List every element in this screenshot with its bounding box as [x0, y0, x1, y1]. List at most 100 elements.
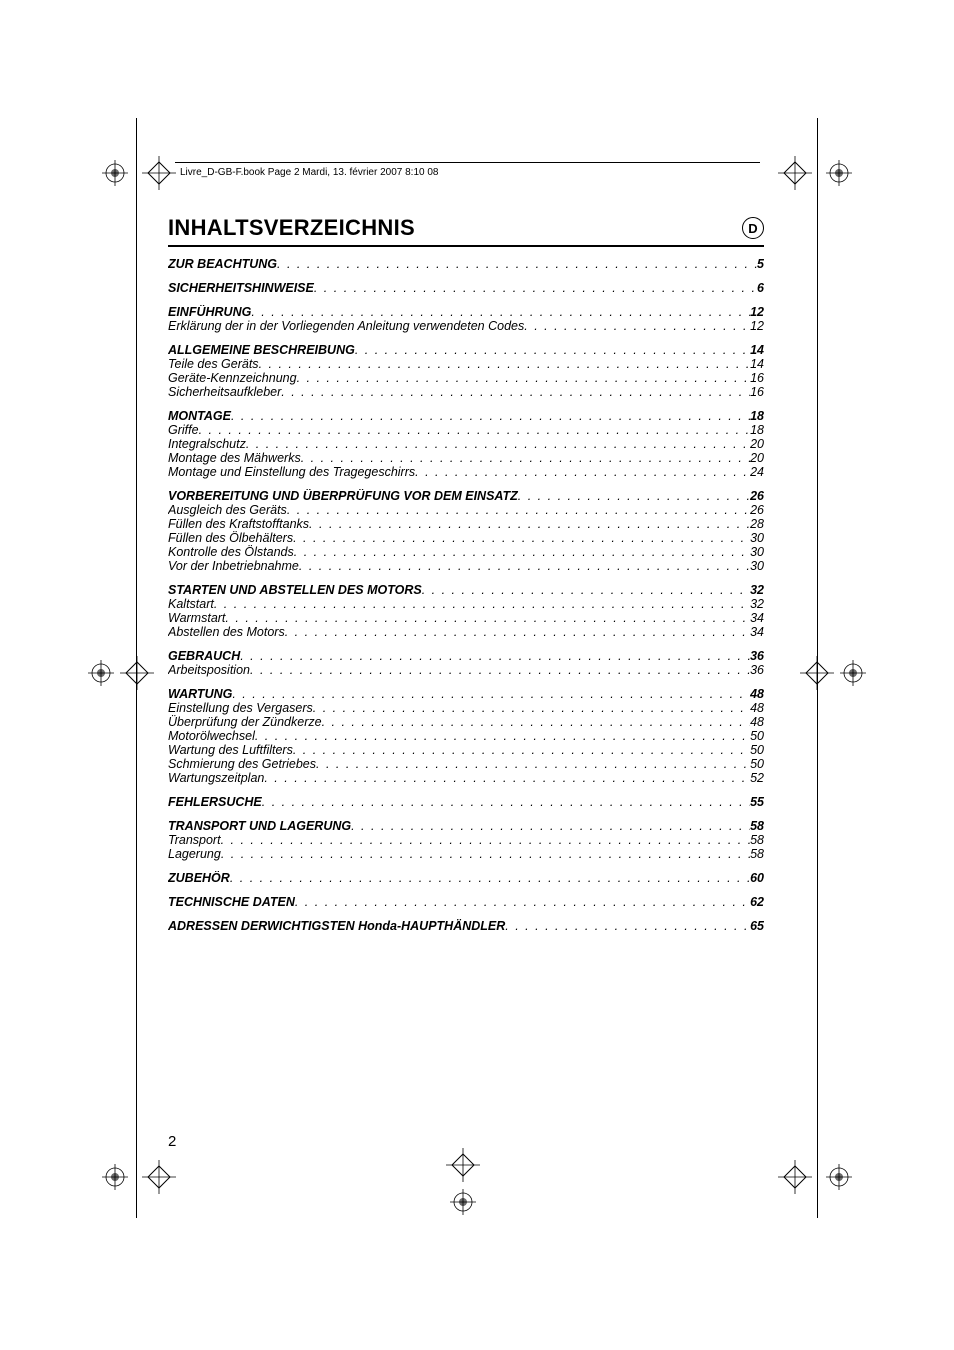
toc-sub-page: 28 [750, 517, 764, 531]
table-of-contents: ZUR BEACHTUNG5 SICHERHEITSHINWEISE6 EINFÜH… [168, 257, 764, 933]
toc-heading-row: SICHERHEITSHINWEISE6 [168, 281, 764, 295]
toc-sub-row: Wartungszeitplan52 [168, 771, 764, 785]
toc-sub-page: 36 [750, 663, 764, 677]
toc-leader-dots [251, 305, 750, 319]
toc-leader-dots [313, 701, 750, 715]
toc-leader-dots [297, 371, 751, 385]
toc-sub-row: Vor der Inbetriebnahme30 [168, 559, 764, 573]
toc-heading-row: STARTEN UND ABSTELLEN DES MOTORS32 [168, 583, 764, 597]
toc-heading-row: TECHNISCHE DATEN62 [168, 895, 764, 909]
crop-line [136, 118, 137, 1218]
toc-heading-page: 32 [750, 583, 764, 597]
toc-heading-label: ALLGEMEINE BESCHREIBUNG [168, 343, 355, 357]
toc-sub-row: Motorölwechsel50 [168, 729, 764, 743]
toc-leader-dots [505, 919, 750, 933]
toc-sub-page: 20 [750, 451, 764, 465]
toc-sub-row: Montage des Mähwerks20 [168, 451, 764, 465]
toc-heading-page: 60 [750, 871, 764, 885]
toc-sub-label: Abstellen des Motors [168, 625, 285, 639]
toc-leader-dots [277, 257, 757, 271]
toc-section: MONTAGE18Griffe18Integralschutz20Montage… [168, 409, 764, 479]
toc-sub-label: Füllen des Kraftstofftanks [168, 517, 309, 531]
toc-sub-page: 26 [750, 503, 764, 517]
toc-sub-label: Erklärung der in der Vorliegenden Anleit… [168, 319, 524, 333]
crop-diamond-icon [142, 1160, 176, 1194]
registration-mark-icon [826, 160, 852, 186]
toc-leader-dots [230, 871, 750, 885]
toc-leader-dots [293, 743, 750, 757]
toc-sub-row: Teile des Geräts14 [168, 357, 764, 371]
toc-sub-label: Kaltstart [168, 597, 214, 611]
toc-leader-dots [221, 847, 750, 861]
toc-sub-page: 48 [750, 715, 764, 729]
toc-section: GEBRAUCH 36 Arbeitsposition 36 [168, 649, 764, 677]
toc-heading-row: VORBEREITUNG UND ÜBERPRÜFUNG VOR DEM EIN… [168, 489, 764, 503]
crop-diamond-icon [446, 1148, 480, 1182]
toc-leader-dots [295, 895, 750, 909]
toc-sub-label: Vor der Inbetriebnahme [168, 559, 299, 573]
toc-sub-row: Sicherheitsaufkleber 16 [168, 385, 764, 399]
toc-section: ADRESSEN DERWICHTIGSTEN Honda-HAUPTHÄNDL… [168, 919, 764, 933]
registration-mark-icon [102, 160, 128, 186]
toc-leader-dots [301, 451, 750, 465]
toc-section: STARTEN UND ABSTELLEN DES MOTORS32Kaltst… [168, 583, 764, 639]
toc-leader-dots [225, 611, 750, 625]
toc-sub-page: 58 [750, 847, 764, 861]
toc-sub-row: Montage und Einstellung des Tragegeschir… [168, 465, 764, 479]
toc-sub-label: Montage und Einstellung des Tragegeschir… [168, 465, 415, 479]
toc-section: ZUR BEACHTUNG5 [168, 257, 764, 271]
toc-sub-label: Integralschutz [168, 437, 246, 451]
toc-sub-row: Warmstart34 [168, 611, 764, 625]
toc-sub-label: Schmierung des Getriebes [168, 757, 316, 771]
toc-sub-label: Arbeitsposition [168, 663, 250, 677]
toc-sub-label: Transport [168, 833, 221, 847]
toc-leader-dots [355, 343, 750, 357]
toc-heading-row: MONTAGE 18 [168, 409, 764, 423]
toc-leader-dots [281, 385, 750, 399]
toc-sub-page: 30 [750, 531, 764, 545]
toc-sub-label: Sicherheitsaufkleber [168, 385, 281, 399]
toc-leader-dots [299, 559, 750, 573]
toc-heading-row: TRANSPORT UND LAGERUNG58 [168, 819, 764, 833]
toc-heading-page: 62 [750, 895, 764, 909]
toc-leader-dots [262, 795, 750, 809]
toc-leader-dots [293, 531, 750, 545]
toc-sub-label: Geräte-Kennzeichnung [168, 371, 297, 385]
toc-heading-label: WARTUNG [168, 687, 232, 701]
toc-sub-row: Überprüfung der Zündkerze48 [168, 715, 764, 729]
toc-sub-row: Wartung des Luftfilters 50 [168, 743, 764, 757]
toc-heading-label: MONTAGE [168, 409, 231, 423]
toc-section: EINFÜHRUNG12Erklärung der in der Vorlieg… [168, 305, 764, 333]
toc-heading-label: TRANSPORT UND LAGERUNG [168, 819, 351, 833]
toc-sub-label: Kontrolle des Ölstands [168, 545, 294, 559]
toc-leader-dots [287, 503, 750, 517]
toc-heading-label: GEBRAUCH [168, 649, 240, 663]
toc-sub-row: Transport58 [168, 833, 764, 847]
toc-sub-label: Wartung des Luftfilters [168, 743, 293, 757]
toc-heading-page: 14 [750, 343, 764, 357]
toc-heading-page: 6 [757, 281, 764, 295]
registration-mark-icon [840, 660, 866, 686]
toc-heading-page: 65 [750, 919, 764, 933]
header-rule [175, 162, 760, 163]
toc-heading-page: 5 [757, 257, 764, 271]
crop-line [817, 118, 818, 1218]
toc-sub-page: 30 [750, 545, 764, 559]
toc-heading-page: 18 [750, 409, 764, 423]
toc-sub-page: 50 [750, 743, 764, 757]
language-badge: D [742, 217, 764, 239]
toc-sub-page: 16 [750, 385, 764, 399]
toc-leader-dots [314, 281, 757, 295]
registration-mark-icon [88, 660, 114, 686]
toc-heading-row: ZUBEHÖR60 [168, 871, 764, 885]
registration-mark-icon [450, 1189, 476, 1215]
toc-leader-dots [309, 517, 750, 531]
toc-heading-page: 36 [750, 649, 764, 663]
toc-leader-dots [422, 583, 750, 597]
toc-leader-dots [255, 729, 750, 743]
toc-sub-row: Ausgleich des Geräts26 [168, 503, 764, 517]
toc-sub-label: Warmstart [168, 611, 225, 625]
crop-diamond-icon [778, 1160, 812, 1194]
toc-sub-page: 14 [750, 357, 764, 371]
toc-sub-label: Griffe [168, 423, 199, 437]
